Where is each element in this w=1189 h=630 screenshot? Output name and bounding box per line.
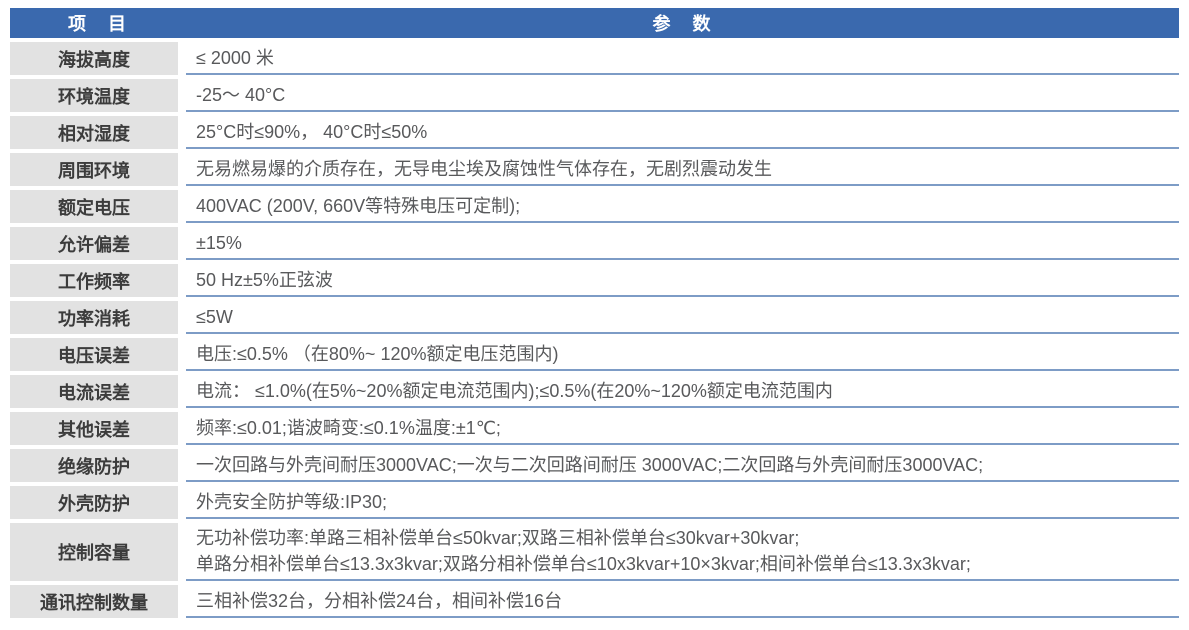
table-row: 控制容量 无功补偿功率:单路三相补偿单台≤50kvar;双路三相补偿单台≤30k… [10,523,1179,581]
row-label-cell: 绝缘防护 [10,449,178,482]
row-value-text: ±15% [196,232,242,253]
row-label-cell: 通讯控制数量 [10,585,178,618]
header-item-column-label: 项 目 [68,14,128,34]
row-value-text: ≤5W [196,306,233,327]
row-value-text: 电压:≤0.5% （在80%~ 120%额定电压范围内) [196,343,559,364]
row-value-text: 25°C时≤90%， 40°C时≤50% [196,121,428,142]
row-label-cell: 相对湿度 [10,116,178,149]
table-row: 周围环境 无易燃易爆的介质存在，无导电尘埃及腐蚀性气体存在，无剧烈震动发生 [10,153,1179,186]
row-label-cell: 环境温度 [10,79,178,112]
table-row: 通讯控制数量 三相补偿32台，分相补偿24台，相间补偿16台 [10,585,1179,618]
table-row: 允许偏差 ±15% [10,227,1179,260]
row-value-cell: 50 Hz±5%正弦波 [186,264,1179,297]
row-value-text: -25～ 40°C [196,84,286,105]
row-value-text: 400VAC (200V, 660V等特殊电压可定制); [196,195,521,216]
table-row: 相对湿度 25°C时≤90%， 40°C时≤50% [10,116,1179,149]
table-row: 工作频率 50 Hz±5%正弦波 [10,264,1179,297]
row-value-cell: 外壳安全防护等级:IP30; [186,486,1179,519]
row-label-cell: 海拔高度 [10,42,178,75]
row-value-cell: 电流： ≤1.0%(在5%~20%额定电流范围内);≤0.5%(在20%~120… [186,375,1179,408]
row-value-cell: 三相补偿32台，分相补偿24台，相间补偿16台 [186,585,1179,618]
row-value-text: ≤ 2000 米 [196,47,274,68]
spec-table: 项 目 参 数 海拔高度 ≤ 2000 米 环境温度 -25～ 40°C [10,8,1179,618]
row-value-text: 一次回路与外壳间耐压3000VAC;一次与二次回路间耐压 3000VAC;二次回… [196,454,984,475]
row-value-cell: ≤ 2000 米 [186,42,1179,75]
row-value-text: 三相补偿32台，分相补偿24台，相间补偿16台 [196,590,563,611]
row-value-text: 电流： ≤1.0%(在5%~20%额定电流范围内);≤0.5%(在20%~120… [196,380,833,401]
row-value-cell: 无功补偿功率:单路三相补偿单台≤50kvar;双路三相补偿单台≤30kvar+3… [186,523,1179,581]
row-value-cell: 无易燃易爆的介质存在，无导电尘埃及腐蚀性气体存在，无剧烈震动发生 [186,153,1179,186]
row-value-cell: 一次回路与外壳间耐压3000VAC;一次与二次回路间耐压 3000VAC;二次回… [186,449,1179,482]
row-label-cell: 电流误差 [10,375,178,408]
table-row: 电压误差 电压:≤0.5% （在80%~ 120%额定电压范围内) [10,338,1179,371]
row-label-cell: 电压误差 [10,338,178,371]
table-row: 绝缘防护 一次回路与外壳间耐压3000VAC;一次与二次回路间耐压 3000VA… [10,449,1179,482]
row-label-cell: 其他误差 [10,412,178,445]
row-label-cell: 功率消耗 [10,301,178,334]
table-row: 电流误差 电流： ≤1.0%(在5%~20%额定电流范围内);≤0.5%(在20… [10,375,1179,408]
row-label-cell: 额定电压 [10,190,178,223]
row-value-cell: 频率:≤0.01;谐波畸变:≤0.1%温度:±1℃; [186,412,1179,445]
table-header-row: 项 目 参 数 [10,8,1179,38]
table-body: 海拔高度 ≤ 2000 米 环境温度 -25～ 40°C 相对湿度 25°C时 [10,42,1179,618]
row-label-cell: 控制容量 [10,523,178,581]
header-param-column-label: 参 数 [652,14,713,34]
row-value-cell: 电压:≤0.5% （在80%~ 120%额定电压范围内) [186,338,1179,371]
row-label-cell: 外壳防护 [10,486,178,519]
table-row: 海拔高度 ≤ 2000 米 [10,42,1179,75]
row-value-cell: 400VAC (200V, 660V等特殊电压可定制); [186,190,1179,223]
row-value-text: 外壳安全防护等级:IP30; [196,491,388,512]
table-row: 功率消耗 ≤5W [10,301,1179,334]
row-value-cell: 25°C时≤90%， 40°C时≤50% [186,116,1179,149]
row-value-text: 频率:≤0.01;谐波畸变:≤0.1%温度:±1℃; [196,417,501,438]
row-label-cell: 工作频率 [10,264,178,297]
table-row: 环境温度 -25～ 40°C [10,79,1179,112]
row-value-text: 无功补偿功率:单路三相补偿单台≤50kvar;双路三相补偿单台≤30kvar+3… [196,528,971,574]
row-label-cell: 允许偏差 [10,227,178,260]
row-value-text: 无易燃易爆的介质存在，无导电尘埃及腐蚀性气体存在，无剧烈震动发生 [196,158,772,179]
table-row: 其他误差 频率:≤0.01;谐波畸变:≤0.1%温度:±1℃; [10,412,1179,445]
row-value-text: 50 Hz±5%正弦波 [196,269,333,290]
row-value-cell: ≤5W [186,301,1179,334]
table-row: 外壳防护 外壳安全防护等级:IP30; [10,486,1179,519]
table-row: 额定电压 400VAC (200V, 660V等特殊电压可定制); [10,190,1179,223]
row-label-cell: 周围环境 [10,153,178,186]
row-value-cell: -25～ 40°C [186,79,1179,112]
row-value-cell: ±15% [186,227,1179,260]
